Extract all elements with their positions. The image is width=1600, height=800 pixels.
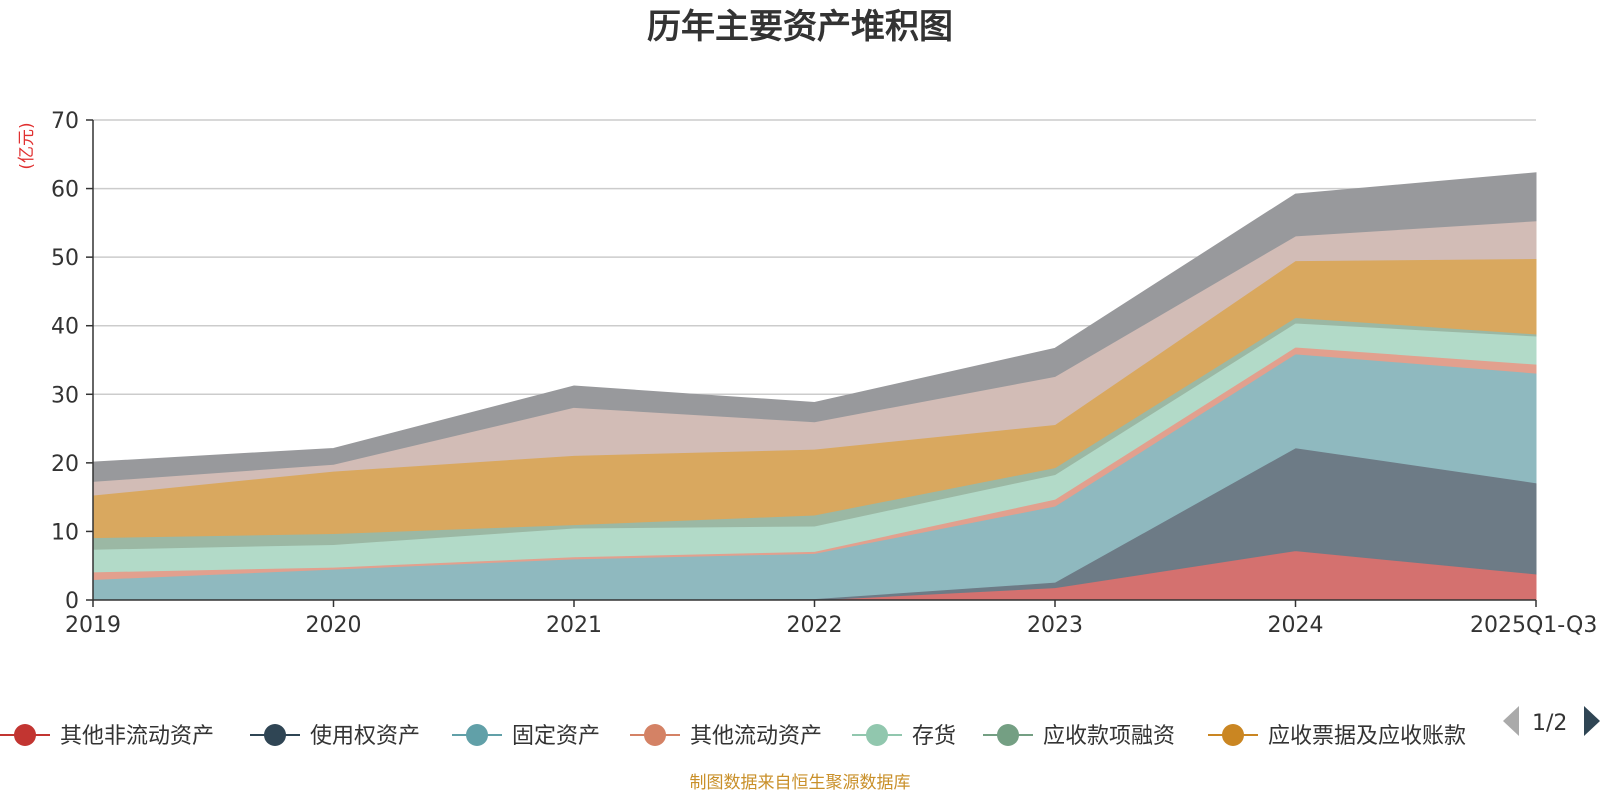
legend-item-0[interactable]: 其他非流动资产 [0, 724, 214, 749]
legend-prev-page-icon[interactable] [1503, 706, 1519, 736]
area-series-8 [92, 172, 1537, 482]
legend-label: 存货 [912, 724, 956, 749]
legend-circle-icon [997, 724, 1019, 746]
x-tick-label-4: 2023 [1027, 613, 1083, 638]
legend-page-indicator: 1/2 [1532, 711, 1567, 736]
data-source-note: 制图数据来自恒生聚源数据库 [690, 773, 911, 793]
chart-title: 历年主要资产堆积图 [647, 7, 953, 47]
legend-circle-icon [264, 724, 286, 746]
legend-item-6[interactable]: 应收票据及应收账款 [1208, 724, 1466, 749]
y-tick-label-40: 40 [51, 315, 79, 340]
x-tick-label-0: 2019 [65, 613, 121, 638]
legend-circle-icon [866, 724, 888, 746]
x-tick-label-2: 2021 [546, 613, 602, 638]
legend-label: 固定资产 [512, 724, 600, 749]
legend-circle-icon [14, 724, 36, 746]
legend-label: 其他非流动资产 [60, 724, 214, 749]
x-tick-label-5: 2024 [1268, 613, 1324, 638]
legend-circle-icon [644, 724, 666, 746]
legend: 其他非流动资产 使用权资产 固定资产 其他流动资产 存货 应收款项融资 应收票据及应收账款 [0, 724, 1466, 749]
legend-item-1[interactable]: 使用权资产 [250, 724, 420, 749]
x-tick-label-6: 2025Q1-Q3 [1470, 613, 1597, 638]
axes: 0 10 20 30 40 50 60 70 2019 2020 2021 2022 2023 2024 2… [51, 109, 1597, 638]
legend-circle-icon [1222, 724, 1244, 746]
legend-circle-icon [466, 724, 488, 746]
legend-label: 应收款项融资 [1043, 724, 1175, 749]
legend-next-page-icon[interactable] [1584, 706, 1600, 736]
y-tick-label-70: 70 [51, 109, 79, 134]
legend-item-3[interactable]: 其他流动资产 [630, 724, 822, 749]
legend-label: 使用权资产 [310, 724, 420, 749]
legend-label: 应收票据及应收账款 [1268, 724, 1466, 749]
legend-item-4[interactable]: 存货 [852, 724, 956, 749]
y-axis-unit-label: (亿元) [17, 122, 37, 169]
x-tick-label-3: 2022 [787, 613, 843, 638]
y-tick-label-10: 10 [51, 520, 79, 545]
area-series-layer [92, 172, 1537, 601]
y-tick-label-20: 20 [51, 452, 79, 477]
legend-item-2[interactable]: 固定资产 [452, 724, 600, 749]
x-tick-label-1: 2020 [306, 613, 362, 638]
y-tick-label-0: 0 [65, 589, 79, 614]
y-tick-label-30: 30 [51, 383, 79, 408]
legend-item-5[interactable]: 应收款项融资 [983, 724, 1175, 749]
y-tick-label-60: 60 [51, 178, 79, 203]
legend-label: 其他流动资产 [690, 724, 822, 749]
y-tick-label-50: 50 [51, 246, 79, 271]
legend-pager: 1/2 [1503, 706, 1600, 736]
